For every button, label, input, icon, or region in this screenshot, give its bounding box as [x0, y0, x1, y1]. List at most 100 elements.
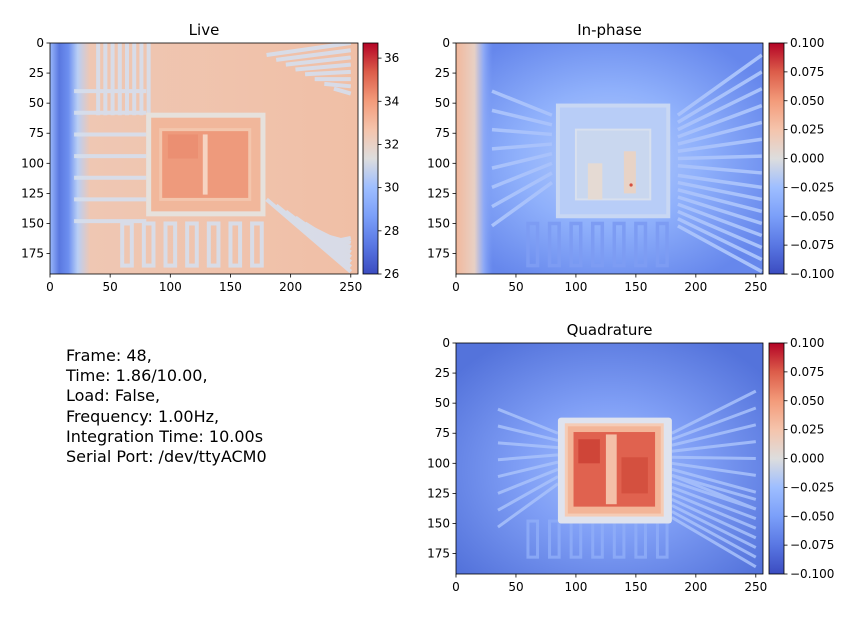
colorbar-tick-label: 0.000 [790, 452, 824, 466]
y-tick-label: 175 [427, 547, 450, 561]
colorbar-tick-label: 28 [384, 224, 399, 238]
colorbar-tick-label: 0.050 [790, 394, 824, 408]
y-tick-label: 0 [442, 36, 450, 50]
heatmap-panel-2: Quadrature 0 50 100 150 200 250 0 25 50 75 100 125 15… [427, 321, 834, 594]
x-tick-label: 250 [744, 280, 767, 294]
y-tick-label: 0 [442, 336, 450, 350]
colorbar-tick-label: −0.025 [790, 480, 834, 494]
status-serial-port: Serial Port: /dev/ttyACM0 [66, 447, 267, 467]
colorbar-tick-label: 26 [384, 267, 399, 281]
status-integration-time: Integration Time: 10.00s [66, 426, 264, 446]
y-tick-label: 175 [21, 247, 44, 261]
status-frequency: Frequency: 1.00Hz, [66, 406, 220, 426]
y-tick-label: 25 [435, 366, 450, 380]
colorbar-tick-label: −0.075 [790, 538, 834, 552]
x-tick-label: 200 [684, 280, 707, 294]
inphase-hotspot [629, 183, 633, 187]
x-tick-label: 150 [219, 280, 242, 294]
live-die-block [167, 134, 198, 159]
colorbar-tick-label: 0.025 [790, 423, 824, 437]
quadrature-die-block [578, 439, 600, 464]
status-text: Frame: 48, Time: 1.86/10.00, Load: False… [66, 346, 267, 467]
status-load: Load: False, [66, 386, 161, 406]
inphase-die-spot-2 [623, 151, 636, 194]
colorbar-tick-label: 0.025 [790, 123, 824, 137]
y-tick-label: 150 [427, 216, 450, 230]
y-tick-label: 75 [29, 126, 44, 140]
axes-frame [455, 342, 764, 575]
y-tick-label: 75 [435, 426, 450, 440]
x-tick-label: 0 [452, 280, 460, 294]
heatmap-image [50, 43, 358, 274]
x-tick-label: 150 [624, 280, 647, 294]
live-die-trace [202, 134, 208, 195]
axes-frame [49, 42, 359, 275]
x-tick-label: 50 [508, 280, 523, 294]
x-tick-label: 200 [684, 580, 707, 594]
axes-frame [455, 42, 764, 275]
quadrature-die-block-2 [621, 457, 648, 494]
x-tick-label: 250 [339, 280, 362, 294]
colorbar-tick-label: −0.075 [790, 238, 834, 252]
x-tick-label: 100 [564, 580, 587, 594]
panel-title: In-phase [577, 21, 642, 39]
colorbar [768, 42, 785, 275]
y-tick-label: 100 [427, 456, 450, 470]
colorbar [362, 42, 379, 275]
heatmap-image [456, 43, 763, 274]
y-tick-label: 0 [36, 36, 44, 50]
y-tick-label: 25 [29, 66, 44, 80]
colorbar-tick-label: 0.075 [790, 65, 824, 79]
inphase-die [574, 128, 652, 201]
x-tick-label: 0 [46, 280, 54, 294]
y-tick-label: 125 [21, 186, 44, 200]
colorbar-tick-label: 0.050 [790, 94, 824, 108]
status-frame: Frame: 48, [66, 346, 152, 365]
y-tick-label: 150 [427, 516, 450, 530]
colorbar-tick-label: 0.100 [790, 336, 824, 350]
x-tick-label: 250 [744, 580, 767, 594]
quadrature-leads [497, 389, 757, 569]
y-tick-label: 25 [435, 66, 450, 80]
y-tick-label: 125 [427, 186, 450, 200]
x-tick-label: 200 [279, 280, 302, 294]
colorbar-tick-label: −0.025 [790, 180, 834, 194]
colorbar-tick-label: −0.050 [790, 209, 834, 223]
heatmap-panel-1: In-phase 0 50 100 150 200 250 0 25 50 75 100 125 150 1… [427, 21, 834, 294]
heatmap-image [456, 343, 763, 574]
colorbar-tick-label: 0.075 [790, 365, 824, 379]
y-tick-label: 125 [427, 486, 450, 500]
heatmap-panel-0: Live 0 50 100 150 200 250 0 25 50 75 100 125 150 175 26… [21, 21, 399, 294]
colorbar-tick-label: −0.100 [790, 267, 834, 281]
colorbar-tick-label: 34 [384, 94, 399, 108]
colorbar [768, 342, 785, 575]
colorbar-tick-label: 30 [384, 181, 399, 195]
quadrature-die-trace [605, 434, 617, 505]
colorbar-tick-label: 36 [384, 51, 399, 65]
x-tick-label: 0 [452, 580, 460, 594]
inphase-leads [490, 53, 763, 274]
y-tick-label: 50 [435, 396, 450, 410]
y-tick-label: 75 [435, 126, 450, 140]
colorbar-tick-label: 32 [384, 137, 399, 151]
colorbar-tick-label: −0.050 [790, 509, 834, 523]
x-tick-label: 150 [624, 580, 647, 594]
status-time: Time: 1.86/10.00, [66, 366, 208, 386]
colorbar-tick-label: 0.100 [790, 36, 824, 50]
x-tick-label: 50 [508, 580, 523, 594]
y-tick-label: 150 [21, 216, 44, 230]
panel-title: Live [189, 21, 220, 39]
colorbar-tick-label: −0.100 [790, 567, 834, 581]
y-tick-label: 100 [427, 156, 450, 170]
x-tick-label: 100 [159, 280, 182, 294]
y-tick-label: 50 [29, 96, 44, 110]
y-tick-label: 175 [427, 247, 450, 261]
live-leads [74, 43, 353, 274]
x-tick-label: 50 [103, 280, 118, 294]
y-tick-label: 50 [435, 96, 450, 110]
panel-title: Quadrature [567, 321, 653, 339]
y-tick-label: 100 [21, 156, 44, 170]
colorbar-tick-label: 0.000 [790, 152, 824, 166]
inphase-die-spot [587, 163, 603, 200]
